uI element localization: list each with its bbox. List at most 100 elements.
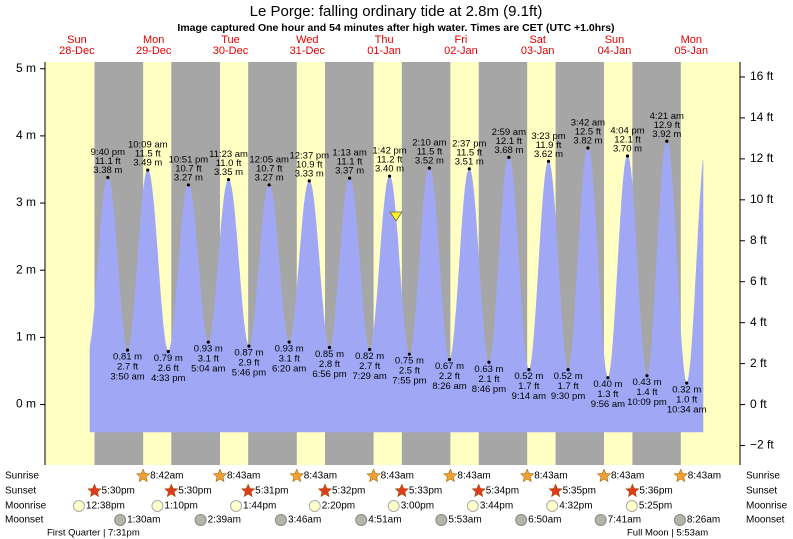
day-name: Sun [67, 34, 87, 46]
tide-m-label: 3.92 m [652, 129, 681, 140]
moonset-icon [355, 514, 368, 526]
moonrise-time: 3:00pm [401, 501, 434, 512]
day-date: 03-Jan [521, 45, 555, 57]
sunrise-icon [135, 468, 151, 483]
tide-time: 4:04 pm [610, 126, 644, 137]
tide-ft-label: 12.9 ft [654, 120, 681, 131]
tide-ft-label: 2.7 ft [359, 361, 380, 372]
y2-tick-label: 14 ft [750, 110, 774, 124]
tide-m-label: 3.40 m [375, 164, 404, 175]
moonset-icon [515, 514, 528, 526]
tide-area [508, 156, 530, 433]
y-tick-label: 3 m [16, 195, 36, 209]
day-name: Mon [681, 34, 702, 46]
tide-ft-label: 2.7 ft [117, 362, 138, 373]
tide-area [646, 140, 668, 433]
y2-tick-label: 0 ft [750, 397, 767, 411]
high-water-dot [586, 146, 590, 150]
tide-time: 10:51 pm [169, 154, 209, 165]
high-water-dot [226, 177, 231, 182]
tide-m-label: 0.82 m [355, 351, 384, 362]
row-label: Sunrise [746, 471, 780, 482]
tide-area [627, 155, 648, 433]
tide-m-label: 3.62 m [534, 149, 563, 160]
tide-ft-label: 1.3 ft [597, 389, 618, 400]
low-water-dot [166, 349, 170, 354]
day-date: 02-Jan [444, 45, 478, 57]
moonrise-time: 12:38pm [86, 501, 125, 512]
tide-m-label: 0.85 m [315, 349, 344, 360]
sunset-icon [87, 483, 102, 498]
row-label: Sunset [5, 486, 36, 497]
tide-m-label: 3.37 m [335, 166, 364, 177]
tide-m-label: 0.43 m [632, 377, 661, 388]
tide-time: 2:10 am [412, 138, 446, 149]
sunrise-time: 8:43am [381, 471, 414, 482]
tide-m-label: 3.70 m [613, 144, 642, 155]
low-water-dot [566, 368, 570, 372]
low-water-dot [287, 340, 291, 344]
tide-ft-label: 2.1 ft [478, 374, 499, 385]
tide-m-label: 0.81 m [113, 352, 142, 363]
tide-m-label: 3.52 m [415, 156, 444, 167]
sunrise-time: 8:42am [150, 471, 183, 482]
low-water-dot [447, 357, 452, 362]
tide-m-label: 0.63 m [474, 364, 503, 375]
y-tick-label: 5 m [16, 61, 36, 75]
sunset-icon [317, 483, 333, 498]
tide-time: 10:34 am [667, 405, 707, 416]
y2-tick-label: 16 ft [750, 69, 774, 83]
tide-area [488, 156, 510, 433]
y2-tick-label: 8 ft [750, 233, 767, 247]
sunset-icon [625, 483, 640, 498]
tide-time: 9:40 pm [91, 147, 125, 158]
moonset-time: 1:30am [127, 515, 160, 526]
tide-time: 11:23 am [209, 149, 248, 160]
high-water-dot [307, 179, 311, 183]
moonset-time: 5:53am [448, 515, 481, 526]
day-date: 30-Dec [213, 45, 249, 57]
sunset-time: 5:33pm [409, 486, 442, 497]
tide-area [349, 177, 370, 433]
high-water-dot [467, 167, 471, 171]
day-date: 05-Jan [674, 45, 708, 57]
row-label: Moonset [5, 515, 44, 526]
sunrise-time: 8:43am [304, 471, 337, 482]
row-label: Moonset [746, 515, 785, 526]
sunrise-icon [673, 468, 689, 483]
tide-ft-label: 10.7 ft [256, 163, 283, 174]
sunrise-icon [519, 468, 535, 483]
tide-ft-label: 11.1 ft [95, 156, 121, 167]
tide-time: 10:09 pm [627, 397, 667, 408]
tide-area [329, 177, 350, 433]
tide-m-label: 0.67 m [435, 361, 464, 372]
tide-m-label: 3.33 m [295, 168, 324, 179]
tide-area [369, 175, 390, 433]
tide-m-label: 0.79 m [154, 353, 183, 364]
tide-time: 4:33 pm [151, 373, 185, 384]
high-water-dot [507, 155, 511, 159]
y2-tick-label: −2 ft [750, 438, 774, 452]
moonset-icon [274, 514, 287, 526]
high-water-dot [267, 183, 271, 187]
row-label: Moonrise [5, 501, 47, 512]
sunrise-icon [289, 468, 305, 483]
tide-m-label: 3.82 m [573, 135, 602, 146]
moonset-time: 2:39am [208, 515, 241, 526]
tide-ft-label: 12.5 ft [575, 126, 602, 137]
day-name: Sun [605, 34, 625, 46]
y-tick-label: 0 m [16, 397, 36, 411]
tide-time: 2:59 am [492, 127, 526, 138]
moonset-time: 8:26am [687, 515, 720, 526]
tide-ft-label: 1.4 ft [636, 387, 657, 398]
tide-time: 8:46 pm [472, 384, 506, 395]
moonset-time: 3:46am [288, 515, 321, 526]
high-water-dot [146, 168, 150, 172]
sunrise-time: 8:43am [611, 471, 644, 482]
tide-time: 10:09 am [128, 140, 168, 151]
tide-time: 9:14 am [512, 391, 546, 402]
day-name: Thu [375, 34, 394, 46]
tide-area [228, 178, 250, 433]
astro-rows: Sunrise Sunset Moonrise Moonset Sunrise … [5, 471, 788, 539]
tide-area [188, 184, 209, 433]
